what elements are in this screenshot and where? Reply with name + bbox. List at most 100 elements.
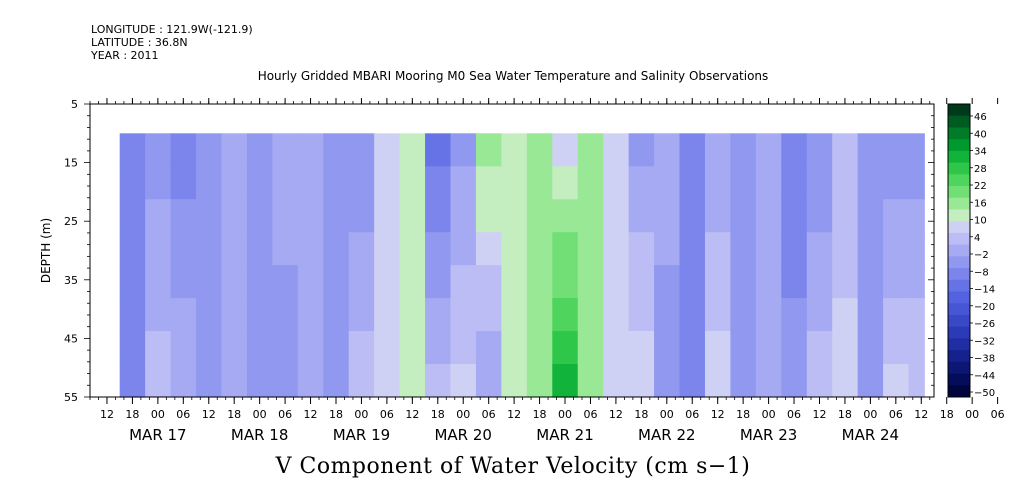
heatmap-cell bbox=[679, 166, 706, 200]
heatmap-cell bbox=[297, 232, 324, 266]
heatmap-cell bbox=[475, 199, 502, 233]
heatmap-cell bbox=[119, 166, 146, 200]
heatmap-cell bbox=[450, 265, 477, 299]
y-tick-label: 5 bbox=[71, 98, 78, 111]
heatmap-cell bbox=[857, 331, 884, 365]
x-day-label: MAR 17 bbox=[129, 426, 186, 444]
heatmap-cell bbox=[221, 199, 248, 233]
heatmap-cell bbox=[552, 232, 579, 266]
heatmap-cell bbox=[221, 265, 248, 299]
heatmap-cell bbox=[552, 199, 579, 233]
colorbar-cell bbox=[948, 127, 970, 140]
heatmap-cell bbox=[323, 232, 350, 266]
heatmap-cell bbox=[450, 331, 477, 365]
heatmap-cell bbox=[908, 298, 925, 332]
heatmap-cell bbox=[323, 298, 350, 332]
heatmap-cell bbox=[246, 331, 273, 365]
heatmap-cell bbox=[526, 331, 553, 365]
heatmap-cell bbox=[730, 232, 757, 266]
heatmap-cell bbox=[704, 298, 732, 332]
x-tick-label: 18 bbox=[634, 408, 648, 421]
colorbar-cell bbox=[948, 104, 970, 117]
heatmap-cell bbox=[654, 166, 681, 200]
x-tick-label: 12 bbox=[202, 408, 216, 421]
heatmap-cell bbox=[425, 364, 452, 398]
heatmap-cell bbox=[425, 232, 452, 266]
heatmap-cell bbox=[883, 298, 910, 332]
heatmap-cell bbox=[475, 133, 502, 167]
heatmap-cell bbox=[374, 166, 401, 200]
heatmap-cell bbox=[654, 133, 681, 167]
heatmap-cell bbox=[628, 199, 655, 233]
heatmap-cell bbox=[297, 265, 324, 299]
heatmap-cell bbox=[119, 199, 146, 233]
x-tick-label: 06 bbox=[787, 408, 801, 421]
variable-title: V Component of Water Velocity (cm s−1) bbox=[275, 454, 751, 479]
heatmap-cell bbox=[297, 364, 324, 398]
heatmap-cell bbox=[297, 298, 324, 332]
heatmap-cell bbox=[755, 298, 782, 332]
heatmap-cell bbox=[501, 265, 528, 299]
x-tick-label: 18 bbox=[838, 408, 852, 421]
heatmap-cell bbox=[246, 265, 273, 299]
colorbar-cell bbox=[948, 373, 970, 386]
colorbar-cell bbox=[948, 209, 970, 222]
heatmap-cell bbox=[425, 199, 452, 233]
heatmap-cell bbox=[704, 166, 732, 200]
heatmap-cell bbox=[425, 265, 452, 299]
heatmap-cell bbox=[425, 331, 452, 365]
heatmap-cell bbox=[781, 166, 808, 200]
heatmap-cell bbox=[170, 364, 197, 398]
colorbar-label: 16 bbox=[974, 198, 987, 209]
heatmap-cell bbox=[399, 364, 426, 398]
heatmap-cell bbox=[475, 232, 502, 266]
heatmap-cell bbox=[170, 166, 197, 200]
heatmap-cell bbox=[908, 232, 925, 266]
heatmap-cell bbox=[323, 364, 350, 398]
heatmap-cell bbox=[170, 199, 197, 233]
heatmap-cell bbox=[908, 166, 925, 200]
x-tick-label: 06 bbox=[482, 408, 496, 421]
heatmap-cell bbox=[730, 265, 757, 299]
heatmap-cell bbox=[374, 364, 401, 398]
colorbar-cell bbox=[948, 150, 970, 163]
heatmap-cell bbox=[374, 331, 401, 365]
heatmap-cell bbox=[679, 331, 706, 365]
x-tick-label: 06 bbox=[176, 408, 190, 421]
heatmap-cell bbox=[704, 199, 732, 233]
heatmap-cell bbox=[883, 166, 910, 200]
heatmap-cell bbox=[781, 199, 808, 233]
heatmap-cell bbox=[781, 298, 808, 332]
heatmap-cell bbox=[552, 364, 579, 398]
heatmap-cell bbox=[806, 232, 833, 266]
heatmap-cell bbox=[577, 166, 604, 200]
x-tick-label: 06 bbox=[583, 408, 597, 421]
heatmap-cell bbox=[323, 199, 350, 233]
heatmap-cell bbox=[832, 364, 859, 398]
heatmap-cell bbox=[475, 298, 502, 332]
heatmap-cell bbox=[654, 232, 681, 266]
colorbar-frame bbox=[947, 103, 971, 398]
heatmap-cell bbox=[196, 133, 223, 167]
heatmap-cell bbox=[781, 331, 808, 365]
y-tick-label: 45 bbox=[64, 332, 78, 345]
heatmap-cell bbox=[704, 232, 732, 266]
heatmap-cell bbox=[832, 232, 859, 266]
colorbar-cell bbox=[948, 232, 970, 246]
heatmap-cell bbox=[425, 166, 452, 200]
heatmap-cell bbox=[348, 331, 375, 365]
heatmap-cell bbox=[908, 331, 925, 365]
heatmap-cell bbox=[704, 331, 732, 365]
heatmap-cell bbox=[297, 199, 324, 233]
heatmap-cell bbox=[450, 166, 477, 200]
heatmap-cell bbox=[755, 166, 782, 200]
x-day-label: MAR 20 bbox=[434, 426, 491, 444]
x-tick-label: 18 bbox=[329, 408, 343, 421]
heatmap-cell bbox=[526, 298, 553, 332]
x-tick-label: 18 bbox=[227, 408, 241, 421]
heatmap-cell bbox=[832, 265, 859, 299]
x-tick-label: 06 bbox=[685, 408, 699, 421]
heatmap-cell bbox=[679, 133, 706, 167]
colorbar-cell bbox=[948, 244, 970, 257]
heatmap-cell bbox=[552, 331, 579, 365]
